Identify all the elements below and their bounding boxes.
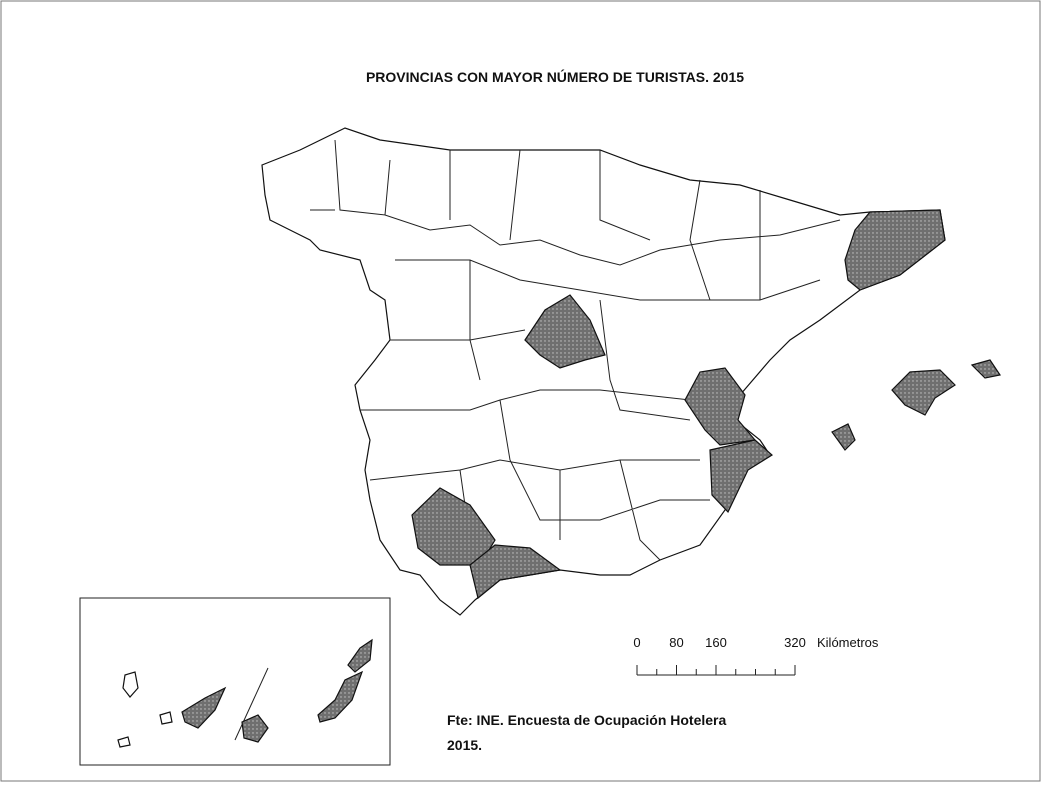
scale-label: 160: [705, 635, 727, 650]
map-page: PROVINCIAS CON MAYOR NÚMERO DE TURISTAS.…: [0, 0, 1041, 782]
canarias-inset: [80, 598, 390, 765]
scale-unit: Kilómetros: [817, 635, 879, 650]
scale-label: 320: [784, 635, 806, 650]
source-text: 2015.: [447, 737, 482, 753]
scale-label: 80: [669, 635, 683, 650]
scale-label: 0: [633, 635, 640, 650]
map-title: PROVINCIAS CON MAYOR NÚMERO DE TURISTAS.…: [366, 68, 744, 85]
source-text: Fte: INE. Encuesta de Ocupación Hotelera: [447, 712, 727, 728]
